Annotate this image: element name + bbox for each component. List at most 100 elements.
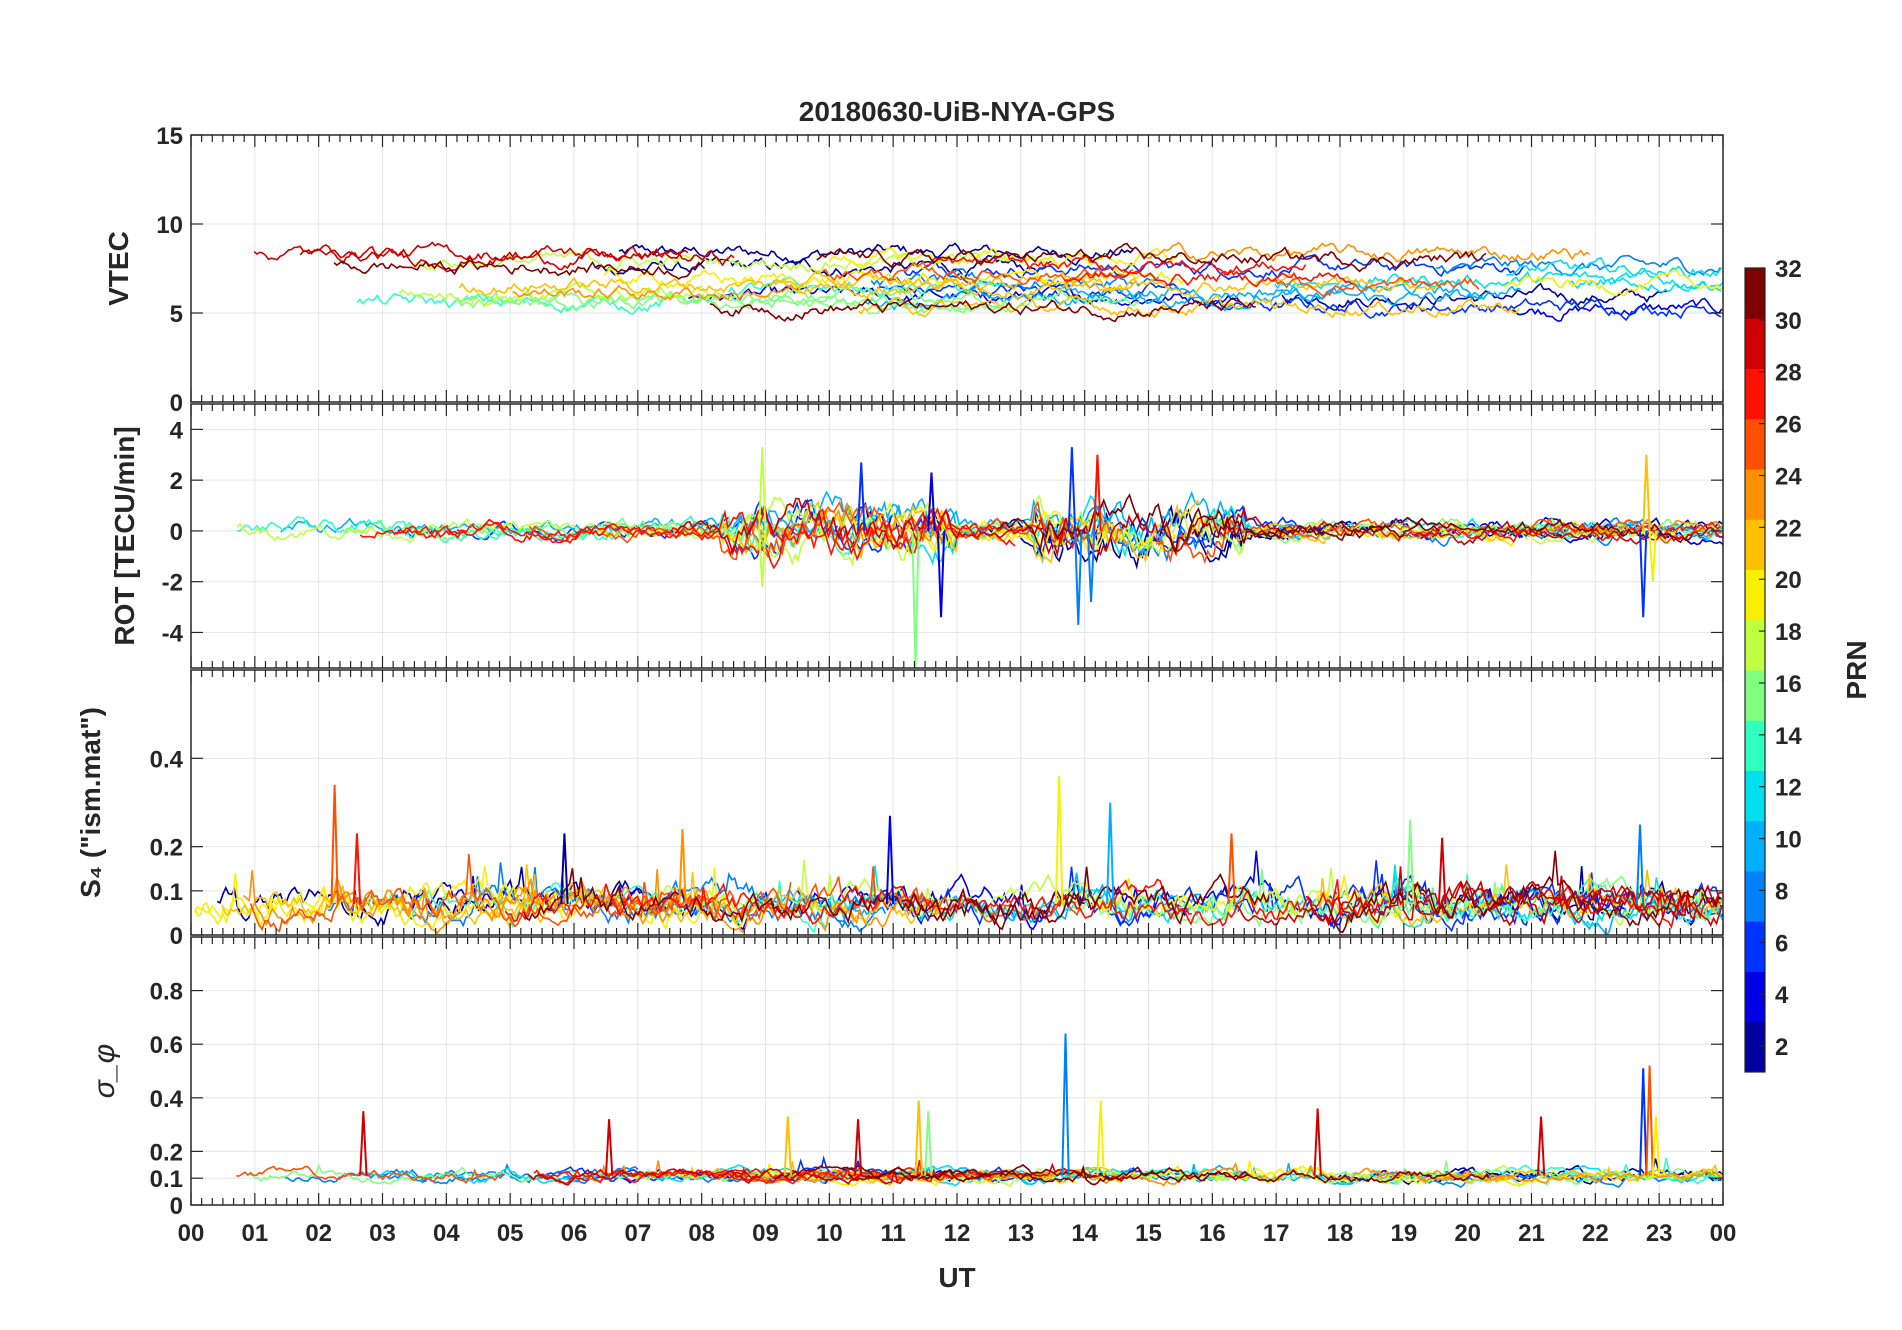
spike-5 (1106, 802, 1115, 905)
y-tick-label: 0 (170, 923, 183, 950)
colorbar-tick-label: 8 (1775, 878, 1788, 905)
series-prn-26 (236, 1165, 504, 1184)
spike-8 (1635, 824, 1645, 905)
series-prn-32 (333, 259, 706, 280)
colorbar-tick-label: 28 (1775, 360, 1802, 387)
spike-1 (758, 447, 767, 531)
series-prn-30 (1305, 866, 1723, 928)
series-prn-16 (1155, 875, 1714, 928)
x-tick-label: 07 (624, 1220, 651, 1247)
series-prn-32 (816, 242, 1487, 273)
series-prn-22 (458, 271, 1138, 300)
series-prn-30 (1236, 875, 1723, 926)
colorbar-tick-label: 6 (1775, 930, 1788, 957)
colorbar-tick-label: 20 (1775, 567, 1802, 594)
y-tick-label: 4 (170, 417, 184, 444)
series-prn-32 (709, 296, 1256, 323)
grid-panel-1 (191, 134, 1723, 403)
series-prn-32 (999, 1164, 1250, 1186)
x-tick-label: 09 (752, 1220, 779, 1247)
colorbar-swatch-prn-1 (1745, 1021, 1765, 1073)
series-prn-20 (828, 246, 1178, 269)
spike-1 (330, 784, 339, 905)
series-prn-32 (522, 866, 1102, 927)
spike-9 (1086, 530, 1096, 603)
colorbar-tick-label: 4 (1775, 982, 1789, 1009)
colorbar-frame (1744, 267, 1766, 1073)
y-tick-label: 0.2 (150, 1139, 183, 1166)
y-tick-label: 10 (156, 212, 183, 239)
series-panel-4 (236, 1033, 1723, 1189)
x-tick-label: 06 (561, 1220, 588, 1247)
y-tick-label: 0.2 (150, 835, 183, 862)
spike-2 (352, 833, 362, 905)
x-axis-label: UT (938, 1262, 975, 1293)
spike-8 (359, 1111, 368, 1176)
colorbar-tick-label: 12 (1775, 775, 1802, 802)
y-axis-label-1: VTEC (103, 231, 134, 306)
colorbar-tick-label: 18 (1775, 619, 1802, 646)
series-prn-14 (727, 276, 1005, 298)
y-tick-label: 15 (156, 123, 183, 150)
colorbar-swatch-prn-24 (1745, 469, 1765, 520)
panel-2: -4 -2 0 2 4 ROT [TECU/min] (109, 403, 1724, 669)
series-prn-28 (394, 506, 1079, 557)
colorbar-tick-label: 10 (1775, 827, 1802, 854)
spike-6 (914, 1100, 923, 1176)
spike-8 (1093, 454, 1102, 531)
series-prn-28 (1552, 884, 1721, 930)
grid-panel-4 (191, 937, 1723, 1206)
x-axis: 00 01 02 03 04 05 06 07 08 09 10 11 12 13 14 15 16 17 18 19… (178, 1220, 1737, 1247)
colorbar-tick-label: 2 (1775, 1034, 1788, 1061)
colorbar-swatch-prn-14 (1745, 720, 1765, 771)
y-tick-label: -4 (162, 620, 184, 647)
x-tick-label: 17 (1263, 1220, 1290, 1247)
spike-9 (678, 828, 687, 905)
x-tick-label: 14 (1071, 1220, 1098, 1247)
y-tick-label: -2 (162, 570, 183, 597)
x-tick-label: 18 (1327, 1220, 1354, 1247)
colorbar-swatch-prn-22 (1745, 519, 1765, 570)
series-prn-32 (847, 1167, 1490, 1184)
colorbar-swatch-prn-32 (1745, 268, 1765, 319)
series-prn-10 (834, 497, 1176, 564)
series-prn-1 (1281, 282, 1667, 311)
spike-10 (857, 462, 866, 531)
x-tick-label: 12 (944, 1220, 971, 1247)
spike-10 (783, 1116, 793, 1176)
spike-3 (911, 530, 920, 668)
y-tick-label: 0.6 (150, 1032, 183, 1059)
y-tick-label: 0.8 (150, 979, 183, 1006)
y-tick-label: 0 (170, 1193, 183, 1220)
series-prn-28 (1063, 268, 1355, 288)
series-prn-32 (901, 872, 1270, 931)
x-tick-label: 03 (369, 1220, 396, 1247)
series-prn-16 (458, 290, 971, 314)
colorbar-swatch-prn-18 (1745, 619, 1765, 671)
spike-4 (927, 472, 936, 531)
series-panel-3 (193, 775, 1723, 935)
x-tick-label: 00 (178, 1220, 205, 1247)
colorbar-swatch-prn-5 (1745, 921, 1765, 972)
y-axis-label-3: S₄ ("ism.mat") (75, 707, 106, 898)
series-prn-5 (903, 253, 1526, 285)
series-prn-18 (656, 859, 1147, 918)
series-panel-1 (253, 241, 1723, 323)
series-prn-16 (675, 284, 1013, 313)
spike-7 (1074, 530, 1083, 625)
colorbar-tick-label: 32 (1775, 256, 1802, 283)
spike-12 (1642, 454, 1651, 531)
ticks-panel-4 (190, 937, 1724, 1206)
spike-12 (604, 1119, 614, 1176)
y-tick-label: 0 (170, 390, 183, 417)
y-tick-label: 0.1 (150, 1166, 183, 1193)
colorbar-tick-label: 26 (1775, 412, 1802, 439)
series-prn-26 (705, 1168, 1040, 1184)
spike-13 (1648, 530, 1657, 582)
x-tick-label: 08 (688, 1220, 715, 1247)
y-tick-label: 5 (170, 301, 183, 328)
spike-2 (1639, 1068, 1648, 1176)
spike-3 (885, 815, 895, 905)
